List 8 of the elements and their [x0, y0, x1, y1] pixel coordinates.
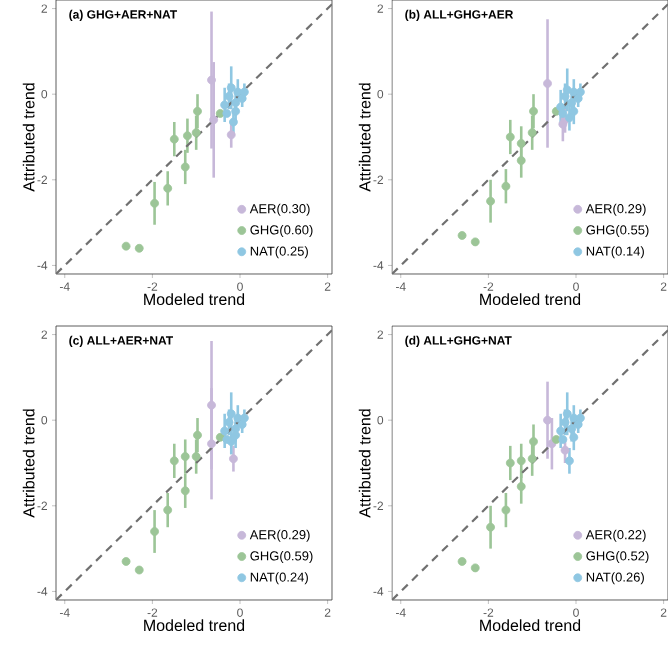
y-axis-title: Attributed trend [358, 83, 371, 192]
x-axis-title: Modeled trend [480, 619, 581, 632]
y-axis-title: Attributed trend [22, 409, 35, 518]
x-axis-title: Modeled trend [480, 293, 581, 306]
y-axis-title: Attributed trend [22, 83, 35, 192]
x-axis-title: Modeled trend [144, 293, 245, 306]
x-axis-title: Modeled trend [144, 619, 245, 632]
y-axis-title: Attributed trend [358, 409, 371, 518]
